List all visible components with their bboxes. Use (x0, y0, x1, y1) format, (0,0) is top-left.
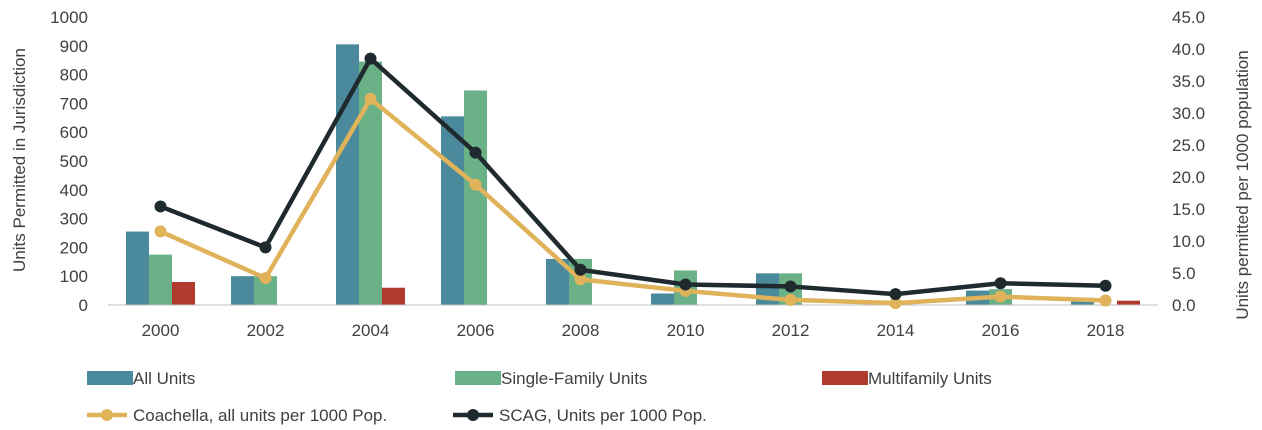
bar-all-units-2002 (231, 276, 254, 305)
y2-axis-title: Units permitted per 1000 population (1233, 50, 1252, 319)
y-tick-label: 400 (60, 181, 88, 200)
point-coachella-all-units-per-1000-pop-2002 (259, 272, 272, 285)
legend-label-all-units: All Units (133, 369, 195, 388)
point-coachella-all-units-per-1000-pop-2014 (889, 297, 902, 310)
legend-marker-scag-units-per-1000-pop (467, 409, 479, 421)
x-tick-label: 2018 (1087, 321, 1125, 340)
x-tick-label: 2002 (247, 321, 285, 340)
bars-layer (126, 44, 1140, 306)
bar-single-family-units-2002 (254, 276, 277, 305)
line-coachella-all-units-per-1000-pop (159, 96, 1106, 306)
y-tick-label: 500 (60, 152, 88, 171)
point-coachella-all-units-per-1000-pop-2006 (469, 178, 482, 191)
y2-tick-label: 40.0 (1172, 40, 1205, 59)
x-tick-label: 2012 (772, 321, 810, 340)
bar-single-family-units-2000 (149, 254, 172, 305)
bar-multifamily-units-2004 (382, 287, 405, 305)
point-scag-units-per-1000-pop-2018 (1099, 279, 1112, 292)
y-axis-ticks: 0 100 200 300 400 500 600 700 800 900 1000 (50, 8, 88, 315)
point-scag-units-per-1000-pop-2000 (154, 200, 167, 213)
x-tick-label: 2010 (667, 321, 705, 340)
point-coachella-all-units-per-1000-pop-2016 (994, 290, 1007, 303)
point-coachella-all-units-per-1000-pop-2000 (154, 225, 167, 238)
point-scag-units-per-1000-pop-2002 (259, 241, 272, 254)
y-tick-label: 300 (60, 210, 88, 229)
y-tick-label: 100 (60, 267, 88, 286)
bar-all-units-2006 (441, 116, 464, 305)
y-tick-label: 700 (60, 94, 88, 113)
point-scag-units-per-1000-pop-2014 (889, 288, 902, 301)
y2-tick-label: 5.0 (1172, 264, 1196, 283)
y-axis-title: Units Permitted in Jurisdiction (10, 48, 29, 272)
y-tick-label: 1000 (50, 8, 88, 27)
x-tick-label: 2004 (352, 321, 390, 340)
y-tick-label: 200 (60, 238, 88, 257)
bar-multifamily-units-2018 (1117, 300, 1140, 305)
legend: All Units Single-Family Units Multifamily … (87, 369, 992, 425)
y2-tick-label: 0.0 (1172, 296, 1196, 315)
bar-single-family-units-2006 (464, 90, 487, 305)
lines-layer (154, 52, 1112, 310)
legend-label-scag-units-per-1000-pop: SCAG, Units per 1000 Pop. (499, 406, 707, 425)
bar-multifamily-units-2000 (172, 281, 195, 305)
legend-swatch-multifamily-units (822, 371, 868, 385)
point-coachella-all-units-per-1000-pop-2004 (364, 92, 377, 105)
y2-axis-ticks: 0.0 5.0 10.0 15.0 20.0 25.0 30.0 35.0 40.0 45.0 (1172, 8, 1205, 315)
point-scag-units-per-1000-pop-2006 (469, 146, 482, 159)
x-tick-label: 2006 (457, 321, 495, 340)
bar-all-units-2008 (546, 258, 569, 305)
y2-tick-label: 45.0 (1172, 8, 1205, 27)
y2-tick-label: 25.0 (1172, 136, 1205, 155)
y-tick-label: 0 (79, 296, 88, 315)
y2-tick-label: 35.0 (1172, 72, 1205, 91)
point-coachella-all-units-per-1000-pop-2008 (574, 273, 587, 286)
bar-all-units-2000 (126, 231, 149, 305)
point-scag-units-per-1000-pop-2016 (994, 277, 1007, 290)
legend-swatch-single-family-units (455, 371, 501, 385)
x-axis-ticks: 2000 2002 2004 2006 2008 2010 2012 2014 2016 2018 (142, 321, 1125, 340)
y-tick-label: 800 (60, 66, 88, 85)
legend-label-single-family-units: Single-Family Units (501, 369, 647, 388)
bar-all-units-2010 (651, 293, 674, 305)
legend-marker-coachella-all-units-per-1000-pop (101, 409, 113, 421)
x-tick-label: 2014 (877, 321, 915, 340)
legend-label-coachella-all-units-per-1000-pop: Coachella, all units per 1000 Pop. (133, 406, 387, 425)
line-scag-units-per-1000-pop (159, 56, 1106, 297)
y-tick-label: 600 (60, 123, 88, 142)
point-scag-units-per-1000-pop-2012 (784, 280, 797, 293)
x-tick-label: 2016 (982, 321, 1020, 340)
x-tick-label: 2000 (142, 321, 180, 340)
legend-swatch-all-units (87, 371, 133, 385)
y-tick-label: 900 (60, 37, 88, 56)
point-coachella-all-units-per-1000-pop-2018 (1099, 294, 1112, 307)
y2-tick-label: 10.0 (1172, 232, 1205, 251)
bar-single-family-units-2004 (359, 61, 382, 305)
point-scag-units-per-1000-pop-2010 (679, 278, 692, 291)
y2-tick-label: 20.0 (1172, 168, 1205, 187)
legend-label-multifamily-units: Multifamily Units (868, 369, 992, 388)
y2-tick-label: 30.0 (1172, 104, 1205, 123)
y2-tick-label: 15.0 (1172, 200, 1205, 219)
point-scag-units-per-1000-pop-2008 (574, 263, 587, 276)
point-scag-units-per-1000-pop-2004 (364, 52, 377, 65)
x-tick-label: 2008 (562, 321, 600, 340)
point-coachella-all-units-per-1000-pop-2012 (784, 293, 797, 306)
